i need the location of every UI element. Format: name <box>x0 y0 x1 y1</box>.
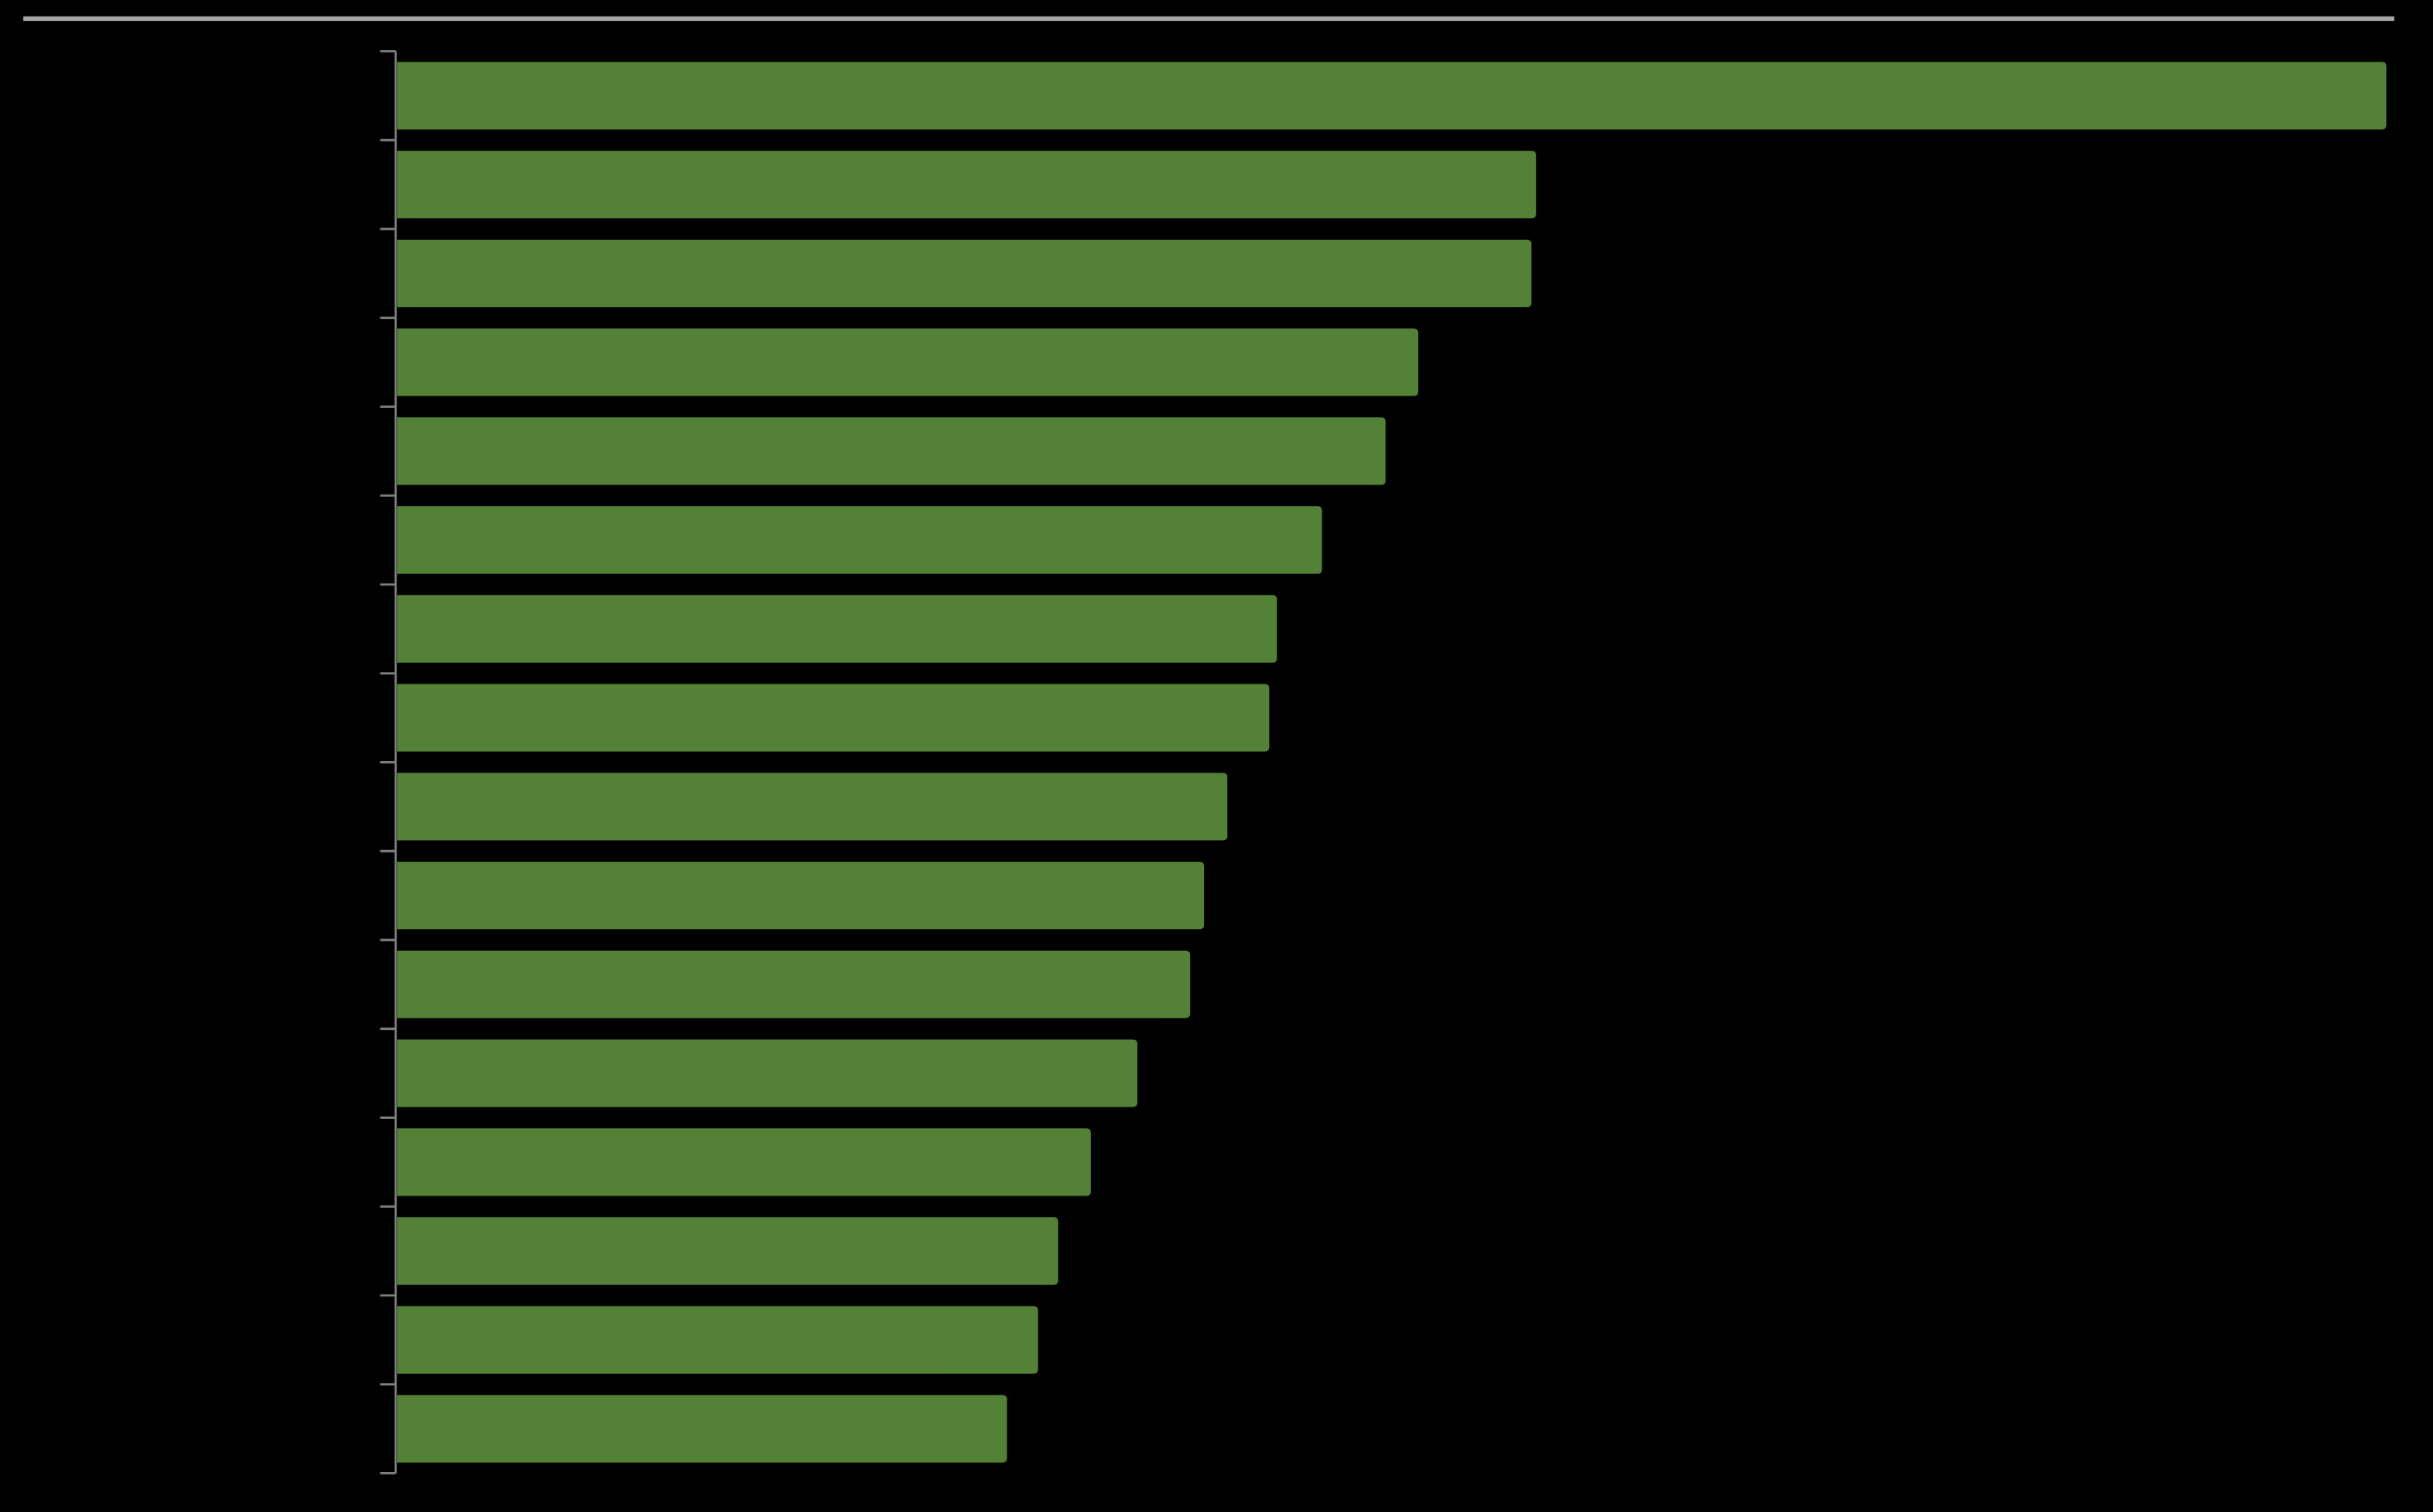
bar <box>397 62 2387 130</box>
bar <box>397 239 1532 307</box>
bar <box>397 151 1536 219</box>
bar <box>397 1395 1008 1463</box>
bar <box>397 773 1228 841</box>
bar <box>397 1039 1137 1107</box>
bar <box>397 1306 1038 1374</box>
bar <box>397 950 1191 1018</box>
bar <box>397 594 1277 663</box>
bar <box>397 417 1386 485</box>
bar <box>397 506 1322 574</box>
bar <box>397 862 1205 930</box>
bar <box>397 684 1270 752</box>
bar <box>397 1128 1092 1196</box>
bar <box>397 1216 1058 1286</box>
bar <box>397 328 1419 396</box>
